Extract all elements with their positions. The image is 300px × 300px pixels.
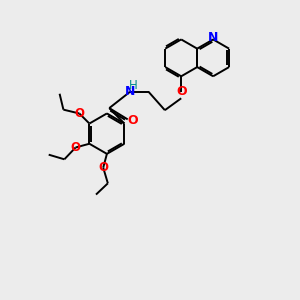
Text: O: O — [128, 114, 138, 128]
Text: O: O — [70, 141, 81, 154]
Text: O: O — [74, 107, 84, 120]
Text: N: N — [208, 32, 218, 44]
Text: N: N — [125, 85, 135, 98]
Text: O: O — [98, 161, 108, 174]
Text: H: H — [129, 79, 138, 92]
Text: O: O — [176, 85, 187, 98]
